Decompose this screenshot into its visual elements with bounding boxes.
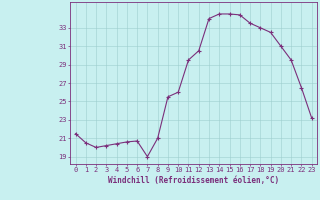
X-axis label: Windchill (Refroidissement éolien,°C): Windchill (Refroidissement éolien,°C) [108, 176, 279, 185]
